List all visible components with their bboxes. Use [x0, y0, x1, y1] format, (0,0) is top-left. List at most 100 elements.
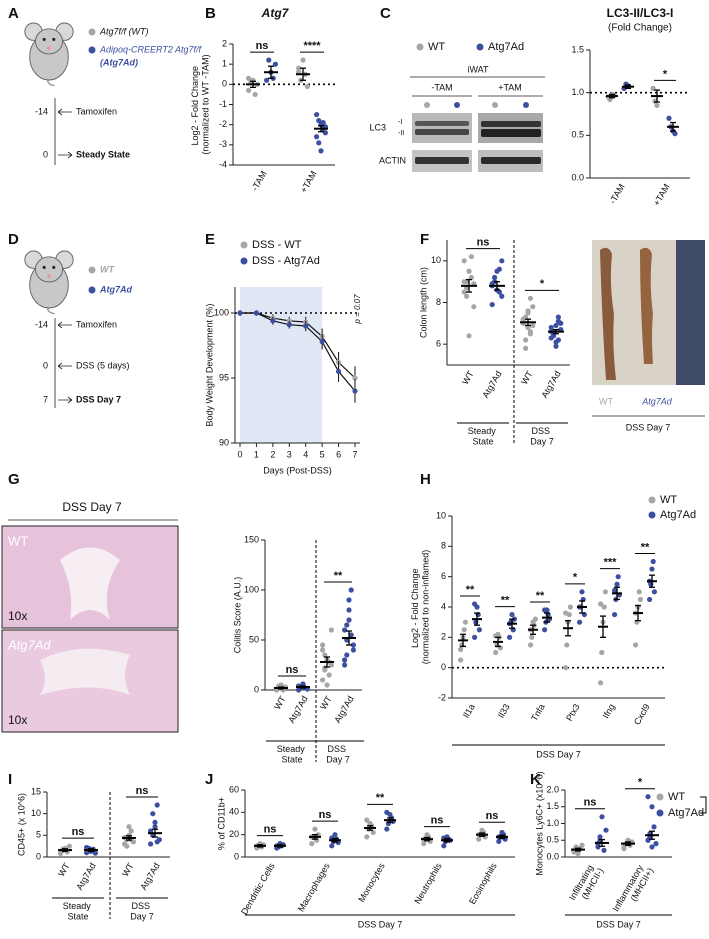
data-point — [579, 589, 585, 595]
timeline-day: -14 — [35, 106, 48, 116]
data-point — [555, 318, 562, 324]
data-point — [148, 841, 154, 847]
significance-label: ns — [486, 810, 499, 822]
data-point — [384, 809, 390, 815]
timeline-event: Steady State — [76, 149, 130, 159]
significance-label: ns — [319, 809, 332, 821]
photo-label: Atg7Ad — [641, 396, 673, 406]
x-tick-label: Neutrophils — [412, 861, 444, 906]
genotype-label: WT — [100, 264, 115, 274]
data-point — [532, 616, 539, 622]
legend-marker — [88, 46, 96, 54]
data-point — [352, 388, 358, 394]
data-point — [150, 811, 156, 817]
data-point — [575, 851, 581, 857]
y-tick-label: 1.5 — [571, 44, 584, 54]
y-tick-label: 0 — [441, 662, 446, 672]
data-point — [342, 662, 348, 668]
data-point — [464, 279, 470, 285]
data-point — [633, 642, 639, 648]
y-tick-label: 2 — [222, 38, 227, 48]
data-point — [614, 581, 620, 587]
panel-label: E — [205, 231, 215, 248]
data-point — [300, 57, 306, 63]
panel-label: G — [8, 471, 20, 488]
legend-marker — [240, 257, 248, 265]
data-point — [507, 634, 513, 640]
x-tick-label: Tnfa — [529, 702, 547, 723]
legend-marker — [648, 496, 656, 504]
data-point — [489, 301, 495, 308]
data-point — [335, 368, 342, 375]
x-tick-label: Infiltrating (MHCII-) — [567, 861, 605, 907]
ruler — [676, 240, 705, 385]
x-tick-label: Eosinophils — [467, 861, 499, 906]
x-tick-label: +TAM — [651, 182, 671, 207]
x-tick-label: 5 — [320, 449, 325, 459]
mouse-icon — [24, 250, 74, 314]
x-tick-label: Cxcl9 — [632, 702, 652, 726]
group-label: DSS Day 7 — [530, 426, 554, 446]
data-point — [499, 258, 505, 264]
data-point — [124, 843, 130, 849]
legend-marker — [88, 266, 96, 274]
significance-label: ns — [136, 785, 149, 797]
x-tick-label: Atg7Ad — [332, 694, 355, 725]
y-tick-label: 6 — [441, 571, 446, 581]
lane-marker — [454, 102, 460, 108]
genotype-label: Adipoq-CREERT2 Atg7f/f — [99, 44, 203, 54]
data-point — [651, 824, 657, 830]
blot-band — [481, 157, 541, 164]
data-point — [564, 642, 570, 648]
y-tick-label: -1 — [219, 99, 227, 109]
data-point — [154, 839, 160, 845]
data-point — [509, 611, 515, 618]
legend-marker — [656, 809, 664, 817]
y-tick-label: 0 — [234, 851, 239, 861]
data-point — [346, 617, 352, 623]
data-point — [461, 627, 467, 633]
data-point — [322, 652, 328, 658]
data-point — [563, 610, 569, 616]
data-point — [348, 632, 354, 638]
panel-label: F — [420, 231, 429, 248]
blot-band — [481, 121, 541, 127]
data-point — [597, 834, 603, 840]
timeline-day: 0 — [43, 149, 48, 159]
group-label: DSS Day 7 — [130, 901, 154, 921]
data-point — [468, 274, 474, 281]
data-point — [525, 324, 531, 331]
histology-title: DSS Day 7 — [62, 500, 122, 514]
legend-label: WT — [668, 791, 685, 803]
y-tick-label: 6 — [436, 339, 441, 349]
chart-title: Atg7 — [261, 6, 290, 20]
timeline-day: -14 — [35, 319, 48, 329]
group-label: DSS Day 7 — [326, 744, 350, 764]
significance-label: ** — [641, 541, 650, 553]
blot-condition: -TAM — [431, 82, 452, 92]
data-point — [320, 642, 326, 648]
data-point — [525, 308, 531, 314]
data-point — [653, 841, 659, 847]
y-tick-label: 0.5 — [571, 130, 584, 140]
legend-label: WT — [660, 494, 677, 506]
significance-label: *** — [604, 557, 618, 569]
x-tick-label: 4 — [303, 449, 308, 459]
data-point — [598, 680, 604, 686]
legend-bracket — [700, 796, 707, 814]
data-point — [672, 131, 678, 137]
data-point — [318, 148, 324, 154]
x-tick-label: +TAM — [298, 169, 318, 194]
data-point — [468, 254, 474, 260]
arrow — [57, 321, 72, 329]
y-tick-label: 0.5 — [546, 835, 559, 845]
y-tick-label: -3 — [219, 139, 227, 149]
histology-label: WT — [8, 533, 28, 548]
data-point — [92, 850, 98, 856]
data-point — [577, 619, 583, 625]
significance-label: **** — [303, 40, 321, 52]
data-point — [296, 65, 302, 71]
data-point — [314, 134, 320, 140]
y-axis-label: Colitis Score (A.U.) — [232, 577, 242, 654]
